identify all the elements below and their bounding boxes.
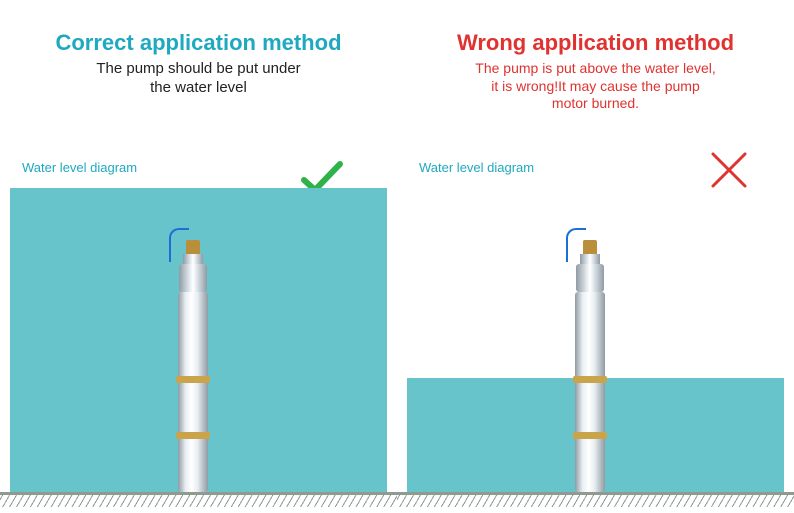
comparison-container: Correct application method The pump shou… — [0, 0, 794, 513]
pump-main-cylinder — [178, 292, 208, 492]
pump-band — [573, 376, 607, 383]
pump-cable — [566, 228, 586, 262]
pump-body — [572, 240, 608, 492]
pump-main-cylinder — [575, 292, 605, 492]
right-pump — [572, 240, 608, 492]
wrong-subtitle: The pump is put above the water level, i… — [397, 60, 794, 113]
wrong-title: Wrong application method — [397, 30, 794, 56]
pump-head — [179, 264, 207, 292]
pump-body — [175, 240, 211, 492]
right-water-level-label: Water level diagram — [419, 160, 534, 175]
cross-icon — [707, 148, 751, 197]
right-ground-line — [397, 492, 794, 495]
correct-subtitle: The pump should be put under the water l… — [0, 60, 397, 98]
left-water-level-label: Water level diagram — [22, 160, 137, 175]
left-ground-line — [0, 492, 397, 495]
wrong-panel: Wrong application method The pump is put… — [397, 0, 794, 513]
pump-band — [573, 432, 607, 439]
pump-cable — [169, 228, 189, 262]
left-pump — [175, 240, 211, 492]
pump-band — [176, 376, 210, 383]
pump-band — [176, 432, 210, 439]
correct-panel: Correct application method The pump shou… — [0, 0, 397, 513]
pump-head — [576, 264, 604, 292]
correct-title: Correct application method — [0, 30, 397, 56]
